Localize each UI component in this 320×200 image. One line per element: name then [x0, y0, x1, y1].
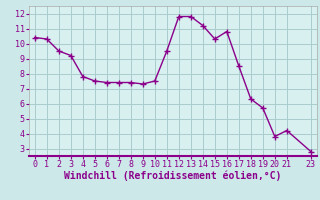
X-axis label: Windchill (Refroidissement éolien,°C): Windchill (Refroidissement éolien,°C) — [64, 171, 282, 181]
